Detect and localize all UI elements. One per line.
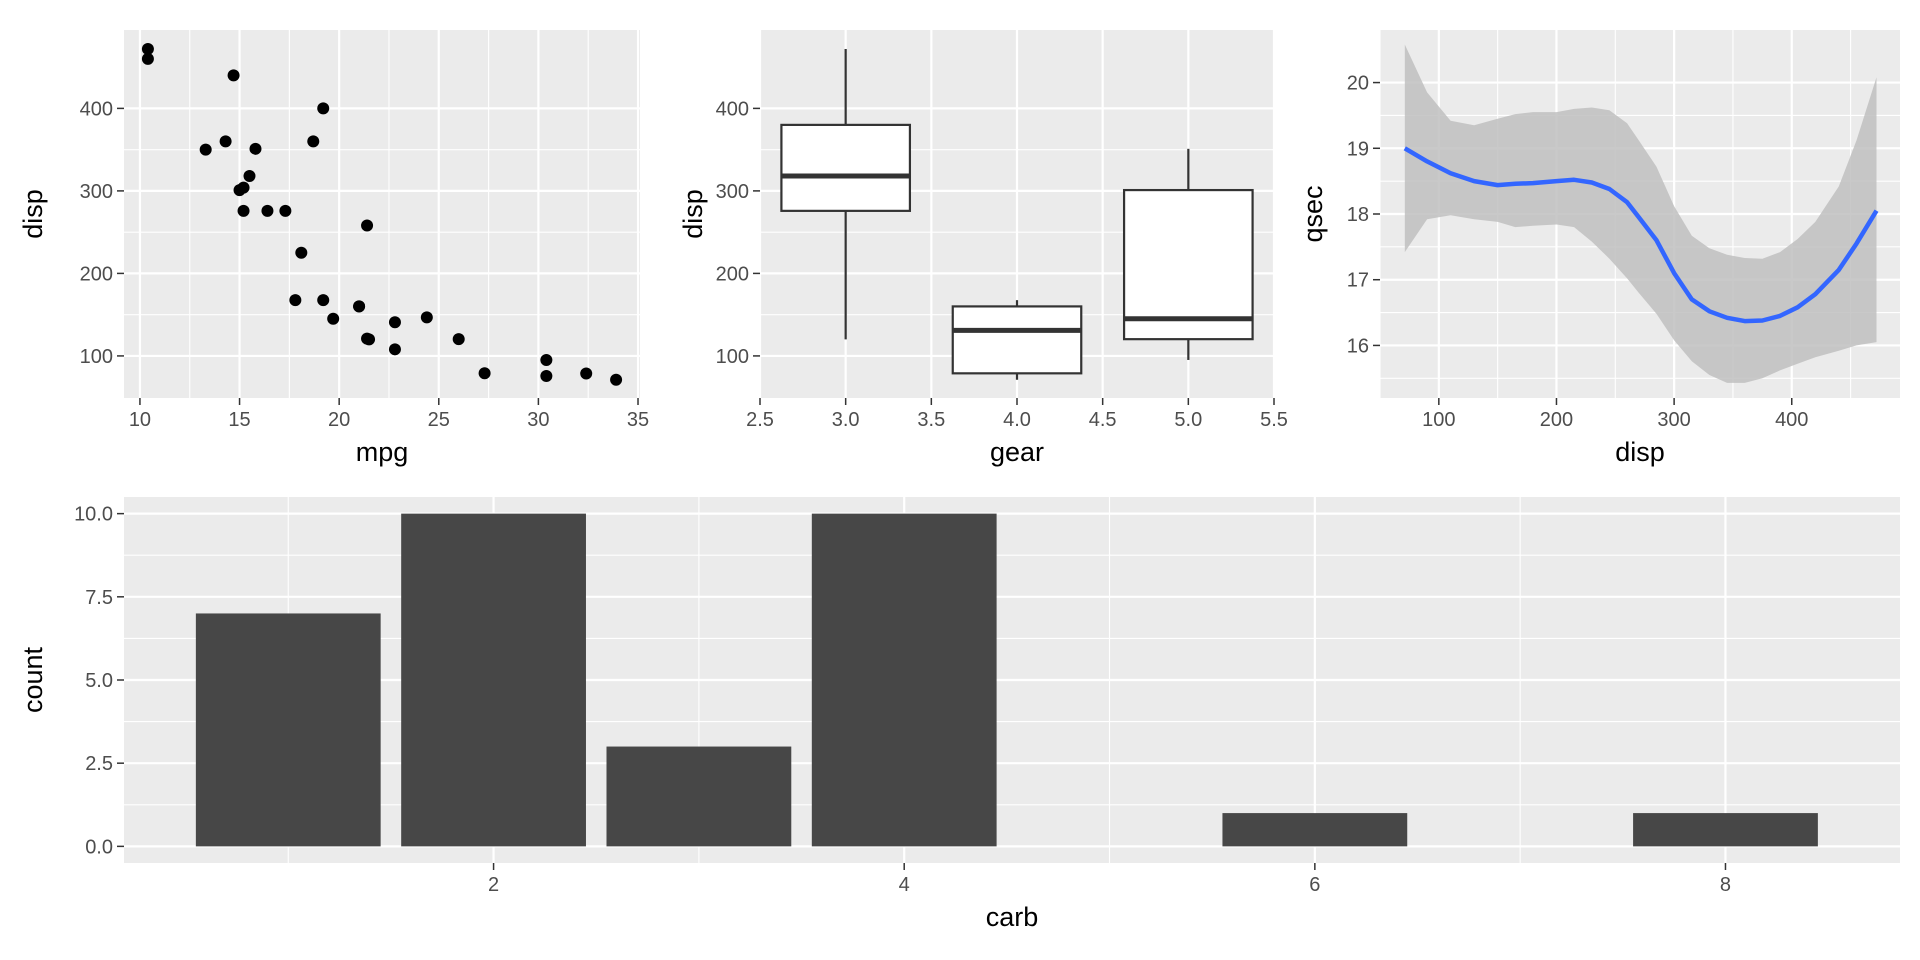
y-tick-label: 17 (1347, 270, 1369, 292)
y-axis-title: disp (678, 189, 708, 239)
scatter-point (237, 204, 250, 217)
x-tick-label: 5.5 (1260, 409, 1288, 431)
box-body (1122, 188, 1254, 341)
scatter-point (199, 143, 212, 156)
x-tick-label: 15 (228, 409, 250, 431)
x-tick-label: 200 (1540, 409, 1573, 431)
x-axis-title: mpg (356, 437, 409, 467)
y-tick-label: 18 (1347, 204, 1369, 226)
box-body (951, 305, 1083, 375)
x-tick-label: 4.5 (1089, 409, 1117, 431)
bar (401, 513, 586, 847)
bar (1633, 813, 1818, 847)
x-tick-label: 2.5 (746, 409, 774, 431)
scatter-point (361, 332, 374, 345)
bar (606, 746, 792, 847)
smooth-line (1403, 146, 1879, 324)
confidence-band (1404, 44, 1877, 383)
scatter-panel-mpg-disp: 10 15 20 25 30 35 100 200 300 400 mpg disp (18, 30, 649, 467)
bar (811, 513, 997, 847)
x-tick-label: 300 (1657, 409, 1690, 431)
scatter-point (610, 373, 623, 386)
scatter-point (540, 369, 553, 382)
y-tick-label: 7.5 (85, 587, 113, 609)
y-tick-label: 2.5 (85, 753, 113, 775)
x-tick-label: 35 (627, 409, 649, 431)
bar (195, 613, 381, 847)
y-axis-title: disp (18, 189, 48, 239)
bar-panel-carb-count: 2 4 6 8 0.0 2.5 5.0 7.5 10.0 carb count (18, 497, 1900, 932)
y-tick-label: 0.0 (85, 836, 113, 858)
bar (1222, 813, 1408, 847)
scatter-point (420, 311, 433, 324)
y-axis-title: qsec (1298, 185, 1328, 242)
scatter-point (388, 316, 401, 329)
x-tick-label: 5.0 (1174, 409, 1202, 431)
scatter-point (388, 343, 401, 356)
y-tick-label: 300 (80, 181, 113, 203)
y-tick-label: 20 (1347, 73, 1369, 95)
boxplot-panel-gear-disp: 2.5 3.0 3.5 4.0 4.5 5.0 5.5 100 200 300 400 gear dis… (678, 30, 1288, 467)
y-tick-label: 10.0 (74, 504, 113, 526)
scatter-point (261, 204, 274, 217)
scatter-point (219, 135, 232, 148)
x-tick-label: 8 (1720, 874, 1731, 896)
x-tick-label: 3.5 (917, 409, 945, 431)
scatter-point (295, 246, 308, 259)
x-tick-label: 6 (1309, 874, 1320, 896)
y-tick-label: 400 (716, 98, 749, 120)
y-tick-label: 200 (80, 263, 113, 285)
panel-background (124, 30, 640, 398)
x-axis-title: disp (1615, 437, 1665, 467)
scatter-point (361, 219, 374, 232)
x-tick-label: 25 (428, 409, 450, 431)
scatter-point (307, 135, 320, 148)
scatter-point (317, 294, 330, 307)
x-tick-label: 20 (328, 409, 350, 431)
y-tick-label: 300 (716, 181, 749, 203)
scatter-point (289, 294, 302, 307)
y-tick-label: 16 (1347, 335, 1369, 357)
scatter-point (227, 69, 240, 82)
scatter-point (141, 42, 154, 55)
y-tick-label: 100 (716, 346, 749, 368)
x-tick-label: 30 (527, 409, 549, 431)
box-body (780, 123, 912, 212)
scatter-point (327, 312, 340, 325)
scatter-point (580, 367, 593, 380)
x-tick-label: 2 (488, 874, 499, 896)
y-axis-title: count (18, 646, 48, 713)
scatter-point (141, 52, 154, 65)
scatter-point (452, 333, 465, 346)
scatter-point (540, 353, 553, 366)
y-tick-label: 100 (80, 346, 113, 368)
x-tick-label: 400 (1775, 409, 1808, 431)
scatter-point (317, 102, 330, 115)
smooth-panel-disp-qsec: 100 200 300 400 16 17 18 19 20 disp qsec (1298, 30, 1900, 467)
scatter-point (249, 142, 262, 155)
y-tick-label: 19 (1347, 138, 1369, 160)
scatter-point (478, 367, 491, 380)
scatter-point (233, 184, 246, 197)
scatter-point (279, 204, 292, 217)
y-tick-label: 5.0 (85, 670, 113, 692)
x-tick-label: 4.0 (1003, 409, 1031, 431)
y-tick-label: 400 (80, 98, 113, 120)
x-tick-label: 100 (1422, 409, 1455, 431)
scatter-point (353, 300, 366, 313)
x-axis-title: gear (990, 437, 1044, 467)
x-axis-title: carb (986, 902, 1039, 932)
x-tick-label: 3.0 (832, 409, 860, 431)
scatter-point (243, 170, 256, 183)
x-tick-label: 4 (899, 874, 910, 896)
y-tick-label: 200 (716, 263, 749, 285)
x-tick-label: 10 (129, 409, 151, 431)
